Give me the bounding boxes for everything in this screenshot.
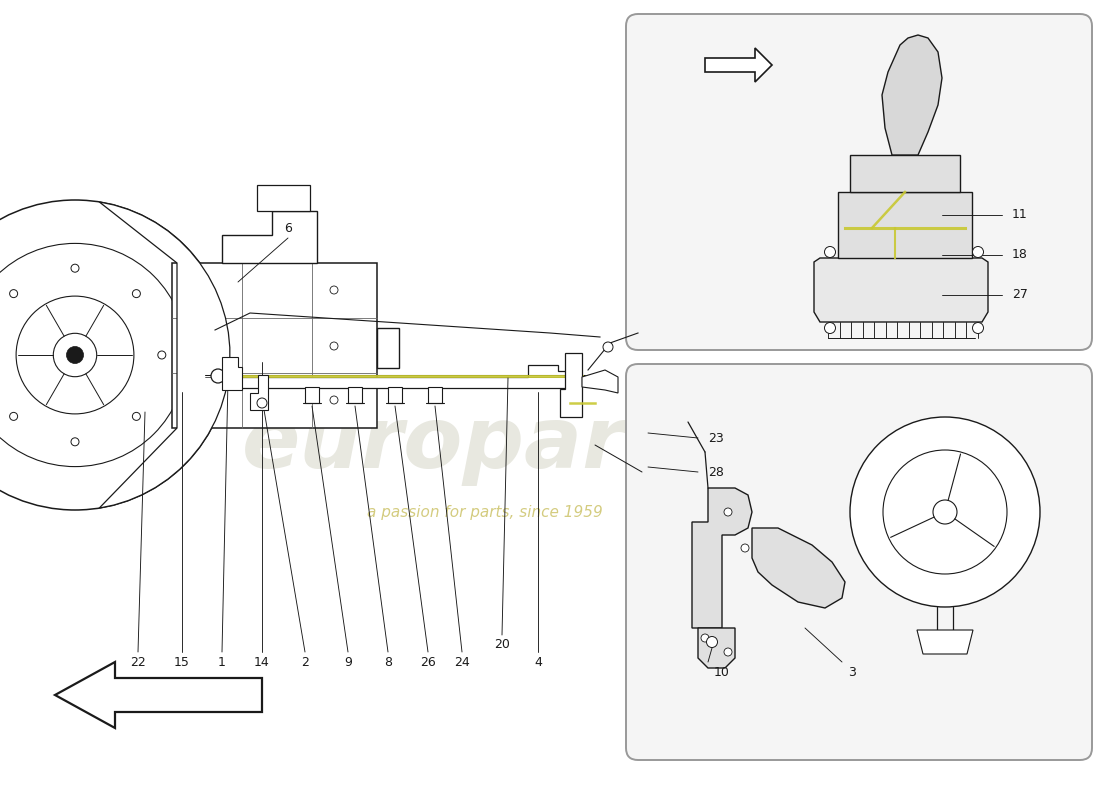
Polygon shape (882, 35, 942, 155)
Polygon shape (850, 155, 960, 192)
Circle shape (825, 246, 836, 258)
Polygon shape (99, 202, 230, 508)
Circle shape (701, 634, 710, 642)
Text: 4: 4 (535, 655, 542, 669)
Circle shape (603, 342, 613, 352)
Text: 1: 1 (218, 655, 226, 669)
Circle shape (157, 351, 166, 359)
Text: 27: 27 (1012, 289, 1027, 302)
Circle shape (933, 500, 957, 524)
Circle shape (0, 243, 187, 466)
Polygon shape (257, 185, 310, 211)
Circle shape (883, 450, 1006, 574)
Circle shape (330, 286, 338, 294)
Polygon shape (692, 488, 752, 628)
Circle shape (132, 412, 141, 420)
Polygon shape (238, 365, 572, 388)
Polygon shape (698, 628, 735, 668)
Circle shape (330, 342, 338, 350)
Polygon shape (705, 48, 772, 82)
Circle shape (16, 296, 134, 414)
Polygon shape (560, 353, 582, 417)
Polygon shape (305, 387, 319, 403)
Circle shape (211, 369, 226, 383)
Text: 3: 3 (848, 666, 856, 678)
Text: 18: 18 (1012, 249, 1027, 262)
Polygon shape (428, 387, 442, 403)
Circle shape (330, 396, 338, 404)
Circle shape (72, 438, 79, 446)
Polygon shape (250, 375, 268, 410)
Circle shape (0, 200, 230, 510)
Text: 8: 8 (384, 655, 392, 669)
Polygon shape (838, 192, 972, 258)
Polygon shape (348, 387, 362, 403)
Circle shape (257, 398, 267, 408)
Text: 9: 9 (344, 655, 352, 669)
Polygon shape (917, 630, 974, 654)
Polygon shape (752, 528, 845, 608)
Text: a passion for parts, since 1959: a passion for parts, since 1959 (367, 505, 603, 519)
Circle shape (706, 637, 717, 647)
Circle shape (825, 322, 836, 334)
Circle shape (53, 334, 97, 377)
Text: 23: 23 (708, 431, 724, 445)
Text: 20: 20 (494, 638, 510, 651)
Polygon shape (55, 662, 262, 728)
FancyBboxPatch shape (626, 364, 1092, 760)
Text: 2: 2 (301, 655, 309, 669)
Circle shape (724, 508, 732, 516)
Circle shape (972, 322, 983, 334)
Text: 24: 24 (454, 655, 470, 669)
Circle shape (972, 246, 983, 258)
Polygon shape (388, 387, 401, 403)
Circle shape (72, 264, 79, 272)
Circle shape (132, 290, 141, 298)
Circle shape (850, 417, 1040, 607)
Polygon shape (582, 370, 618, 393)
Text: 11: 11 (1012, 209, 1027, 222)
Circle shape (66, 346, 84, 363)
Text: 22: 22 (130, 655, 146, 669)
Text: europarts: europarts (242, 403, 718, 486)
Circle shape (741, 544, 749, 552)
Polygon shape (377, 328, 399, 368)
Polygon shape (222, 211, 317, 263)
Text: 15: 15 (174, 655, 190, 669)
Text: 10: 10 (714, 666, 730, 678)
Text: 26: 26 (420, 655, 436, 669)
Text: 14: 14 (254, 655, 270, 669)
Polygon shape (814, 258, 988, 322)
Circle shape (724, 648, 732, 656)
Text: 6: 6 (284, 222, 292, 234)
Polygon shape (222, 357, 242, 390)
Circle shape (10, 412, 18, 420)
Polygon shape (172, 263, 377, 428)
Circle shape (10, 290, 18, 298)
Text: 28: 28 (708, 466, 724, 478)
FancyBboxPatch shape (626, 14, 1092, 350)
